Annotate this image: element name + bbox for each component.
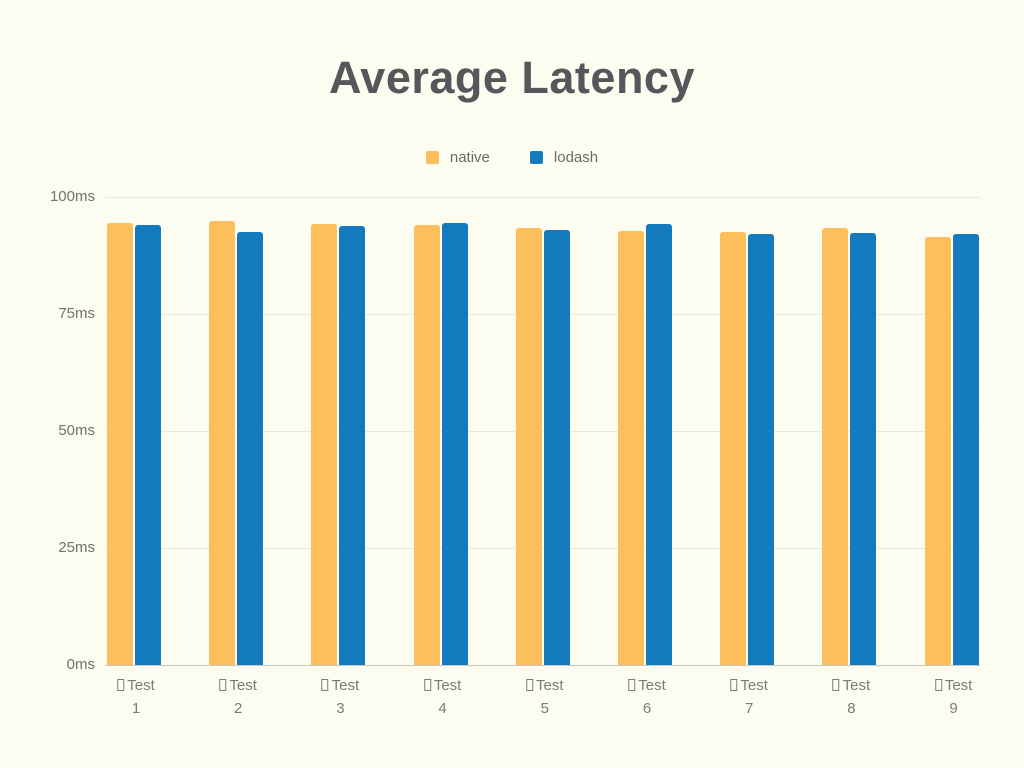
legend-item-lodash[interactable]: lodash <box>529 149 599 166</box>
missing-glyph-box-icon <box>117 679 125 691</box>
x-axis-line <box>105 664 980 666</box>
missing-glyph-box-icon <box>832 679 840 691</box>
bar-lodash-test-6 <box>646 224 672 665</box>
legend-label-native: native <box>449 149 490 166</box>
bar-group-test-2 <box>209 197 264 665</box>
missing-glyph-box-icon <box>321 679 329 691</box>
bar-native-test-3 <box>311 224 338 665</box>
y-tick-label-50ms: 50ms <box>58 422 95 439</box>
lodash-swatch-icon <box>529 151 543 164</box>
plot-area: 0ms 25ms 50ms 75ms 100ms Test 1 Test 2 Test 3 Test 4… <box>50 189 980 717</box>
x-category-label-test-2: Test 2 <box>219 674 257 720</box>
bar-lodash-test-9 <box>952 233 979 665</box>
bar-native-test-2 <box>209 220 236 665</box>
chart-title: Average Latency <box>328 52 695 103</box>
missing-glyph-box-icon <box>934 679 942 691</box>
bar-lodash-test-7 <box>748 233 775 665</box>
missing-glyph-box-icon <box>219 679 227 691</box>
bar-lodash-test-2 <box>237 232 264 665</box>
bar-native-test-1 <box>107 223 133 665</box>
x-category-label-test-7: Test 7 <box>730 674 768 720</box>
bar-group-test-1 <box>107 197 161 665</box>
y-tick-label-75ms: 75ms <box>58 305 95 322</box>
missing-glyph-box-icon <box>423 679 431 691</box>
bar-lodash-test-1 <box>135 225 161 665</box>
bar-native-test-8 <box>822 228 849 665</box>
bar-lodash-test-8 <box>850 233 877 665</box>
bar-group-test-8 <box>822 197 877 665</box>
bar-group-test-4 <box>413 197 468 665</box>
native-swatch-icon <box>425 151 439 164</box>
x-category-label-test-4: Test 4 <box>423 674 461 720</box>
y-tick-label-25ms: 25ms <box>58 539 95 556</box>
bar-lodash-test-5 <box>543 229 570 665</box>
missing-glyph-box-icon <box>730 679 738 691</box>
bar-group-test-7 <box>720 197 775 665</box>
gridline-25ms <box>105 547 980 549</box>
bar-group-test-9 <box>924 197 979 665</box>
bar-group-test-6 <box>618 197 672 665</box>
legend-item-native[interactable]: native <box>425 149 490 166</box>
y-tick-label-0ms: 0ms <box>66 656 95 673</box>
bar-lodash-test-4 <box>441 223 468 665</box>
x-category-label-test-5: Test 5 <box>526 674 564 720</box>
gridline-75ms <box>105 313 980 315</box>
bar-native-test-4 <box>413 225 440 665</box>
bar-native-test-5 <box>515 227 542 665</box>
y-tick-label-100ms: 100ms <box>49 188 95 205</box>
missing-glyph-box-icon <box>628 679 636 691</box>
chart-legend: native lodash <box>0 149 1024 166</box>
missing-glyph-box-icon <box>526 679 534 691</box>
x-category-label-test-3: Test 3 <box>321 674 359 720</box>
x-category-label-test-8: Test 8 <box>832 674 870 720</box>
gridline-50ms <box>105 430 980 432</box>
bar-native-test-6 <box>618 231 644 665</box>
x-category-label-test-9: Test 9 <box>934 674 972 720</box>
legend-label-lodash: lodash <box>553 149 599 166</box>
bar-lodash-test-3 <box>339 226 366 665</box>
bar-native-test-7 <box>720 231 747 665</box>
bar-group-test-5 <box>515 197 570 665</box>
gridline-100ms <box>105 196 980 198</box>
bar-native-test-9 <box>924 236 951 665</box>
x-category-label-test-1: Test 1 <box>117 674 155 720</box>
x-category-label-test-6: Test 6 <box>628 674 666 720</box>
bar-group-test-3 <box>311 197 366 665</box>
